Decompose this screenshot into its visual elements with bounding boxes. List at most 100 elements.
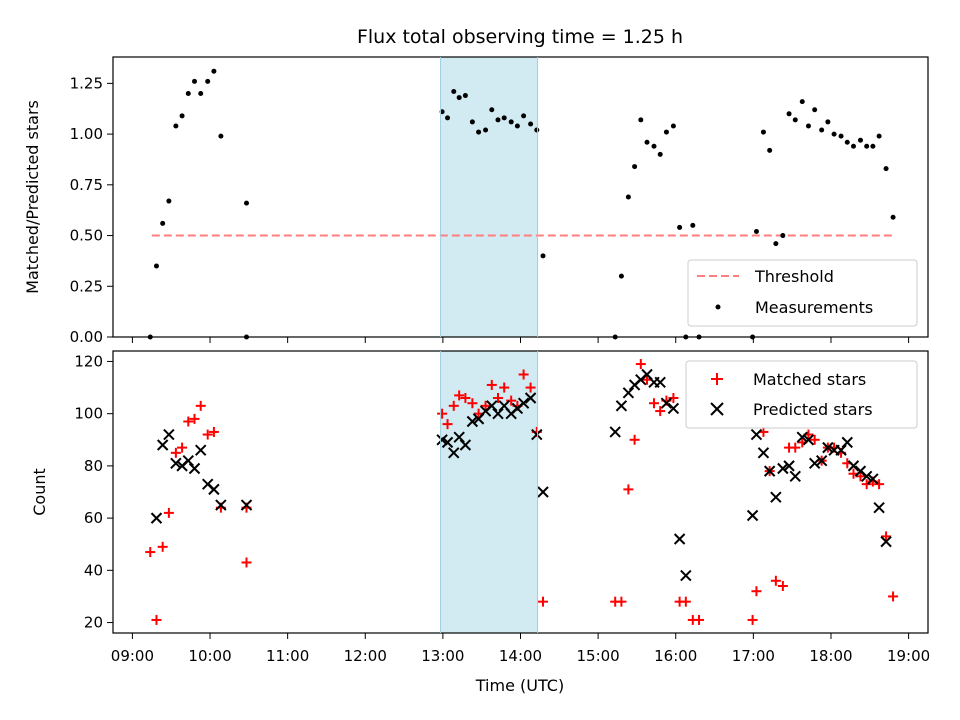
x-tick-label: 11:00 [266, 647, 309, 665]
matched-star-point [518, 369, 529, 380]
predicted-star-point [215, 499, 227, 511]
measurement-point [767, 147, 773, 153]
predicted-star-point [673, 533, 686, 545]
measurement-point [792, 117, 798, 123]
measurement-point [831, 131, 837, 137]
x-tick-label: 14:00 [499, 647, 542, 665]
x-tick-label: 18:00 [809, 647, 852, 665]
matched-star-point [454, 390, 465, 401]
measurement-point [173, 123, 179, 129]
measurement-points [147, 68, 896, 340]
measurement-point [753, 228, 759, 234]
measurement-point [192, 78, 197, 84]
predicted-star-point [835, 444, 847, 456]
predicted-star-point [466, 415, 479, 428]
measurement-point [812, 107, 818, 113]
predicted-star-point [531, 428, 543, 441]
measurement-point [521, 113, 527, 119]
measurement-point [469, 119, 475, 125]
matched-star-point [616, 596, 627, 607]
matched-star-point [177, 442, 188, 453]
predicted-star-point [822, 441, 834, 454]
matched-star-point [809, 434, 820, 445]
highlight-span [440, 351, 538, 633]
measurement-point [489, 107, 495, 113]
matched-star-point [460, 393, 471, 403]
y-tick-label: 0.50 [70, 227, 103, 245]
matched-star-point [442, 419, 453, 430]
predicted-star-point [453, 431, 465, 443]
measurement-point [501, 115, 507, 121]
measurements-legend-swatch [715, 304, 721, 310]
predicted-star-point [156, 439, 169, 451]
measurement-point [651, 143, 657, 149]
predicted-star-point [802, 434, 815, 446]
predicted-star-point [622, 387, 635, 399]
measurement-point [456, 95, 462, 101]
predicted-star-point [873, 501, 885, 514]
measurement-point [205, 78, 211, 84]
predicted-star-point [847, 460, 860, 472]
measurement-point [805, 123, 811, 129]
matched-star-point [189, 413, 200, 424]
matched-star-point [208, 426, 219, 437]
predicted-star-point [667, 402, 680, 415]
predicted-star-point [763, 465, 776, 477]
matched-star-point [151, 614, 162, 625]
measurement-point [462, 93, 468, 99]
predicted-star-point [660, 397, 673, 409]
predicted-star-point [880, 535, 892, 548]
matched-star-point [538, 596, 549, 607]
y-tick-label: 1.00 [70, 125, 103, 143]
measurement-point [528, 121, 534, 127]
matched-star-point [486, 379, 497, 390]
measurement-point [819, 127, 825, 133]
y-tick-label: 80 [84, 457, 103, 475]
measurement-point [844, 139, 850, 145]
matched-star-point [437, 408, 448, 419]
predicted-star-point [841, 436, 853, 449]
predicted-star-point [150, 512, 163, 524]
measurement-point [540, 253, 546, 259]
predicted-star-point [615, 400, 628, 412]
predicted-star-point [195, 444, 207, 456]
matched-star-point [649, 398, 660, 409]
predicted-star-point [750, 428, 763, 441]
measurement-point [870, 143, 876, 149]
matched-star-point [170, 447, 181, 458]
measurement-point [638, 117, 644, 123]
measurement-point [786, 111, 792, 117]
predicted-star-point [182, 454, 194, 467]
measurement-point [890, 214, 896, 220]
matched-star-point [492, 393, 503, 403]
matched-star-point [623, 484, 634, 495]
matched-star-point [770, 575, 781, 586]
predicted-star-point [815, 454, 828, 467]
predicted-star-point [163, 428, 175, 441]
predicted-star-point [680, 569, 692, 582]
ratio-legend-box [687, 259, 918, 327]
count-points [145, 359, 899, 625]
ratio-x-ticks [131, 337, 910, 343]
ratio-panel: 0.00 0.25 0.50 0.75 1.00 1.25 Matched/Predict… [23, 56, 929, 346]
matched-star-point [790, 442, 801, 453]
matched-star-point [694, 614, 705, 625]
x-tick-label: 16:00 [654, 647, 697, 665]
threshold-legend-label: Threshold [754, 267, 834, 286]
measurements-legend-label: Measurements [755, 298, 873, 317]
measurement-point [211, 68, 217, 74]
measurement-point [883, 166, 889, 172]
y-tick-label: 100 [74, 405, 103, 423]
matched-star-point [874, 479, 885, 490]
measurement-point [850, 143, 856, 149]
measurement-point [644, 139, 650, 145]
y-tick-label: 0.00 [70, 328, 103, 346]
ratio-legend: Threshold Measurements [687, 259, 918, 327]
predicted-star-point [448, 447, 460, 459]
measurement-point [864, 143, 870, 149]
measurement-point [857, 137, 863, 143]
chart-title: Flux total observing time = 1.25 h [357, 26, 683, 48]
matched-star-point [855, 471, 866, 482]
predicted-star-point [860, 470, 873, 483]
predicted-star-point [654, 376, 666, 389]
